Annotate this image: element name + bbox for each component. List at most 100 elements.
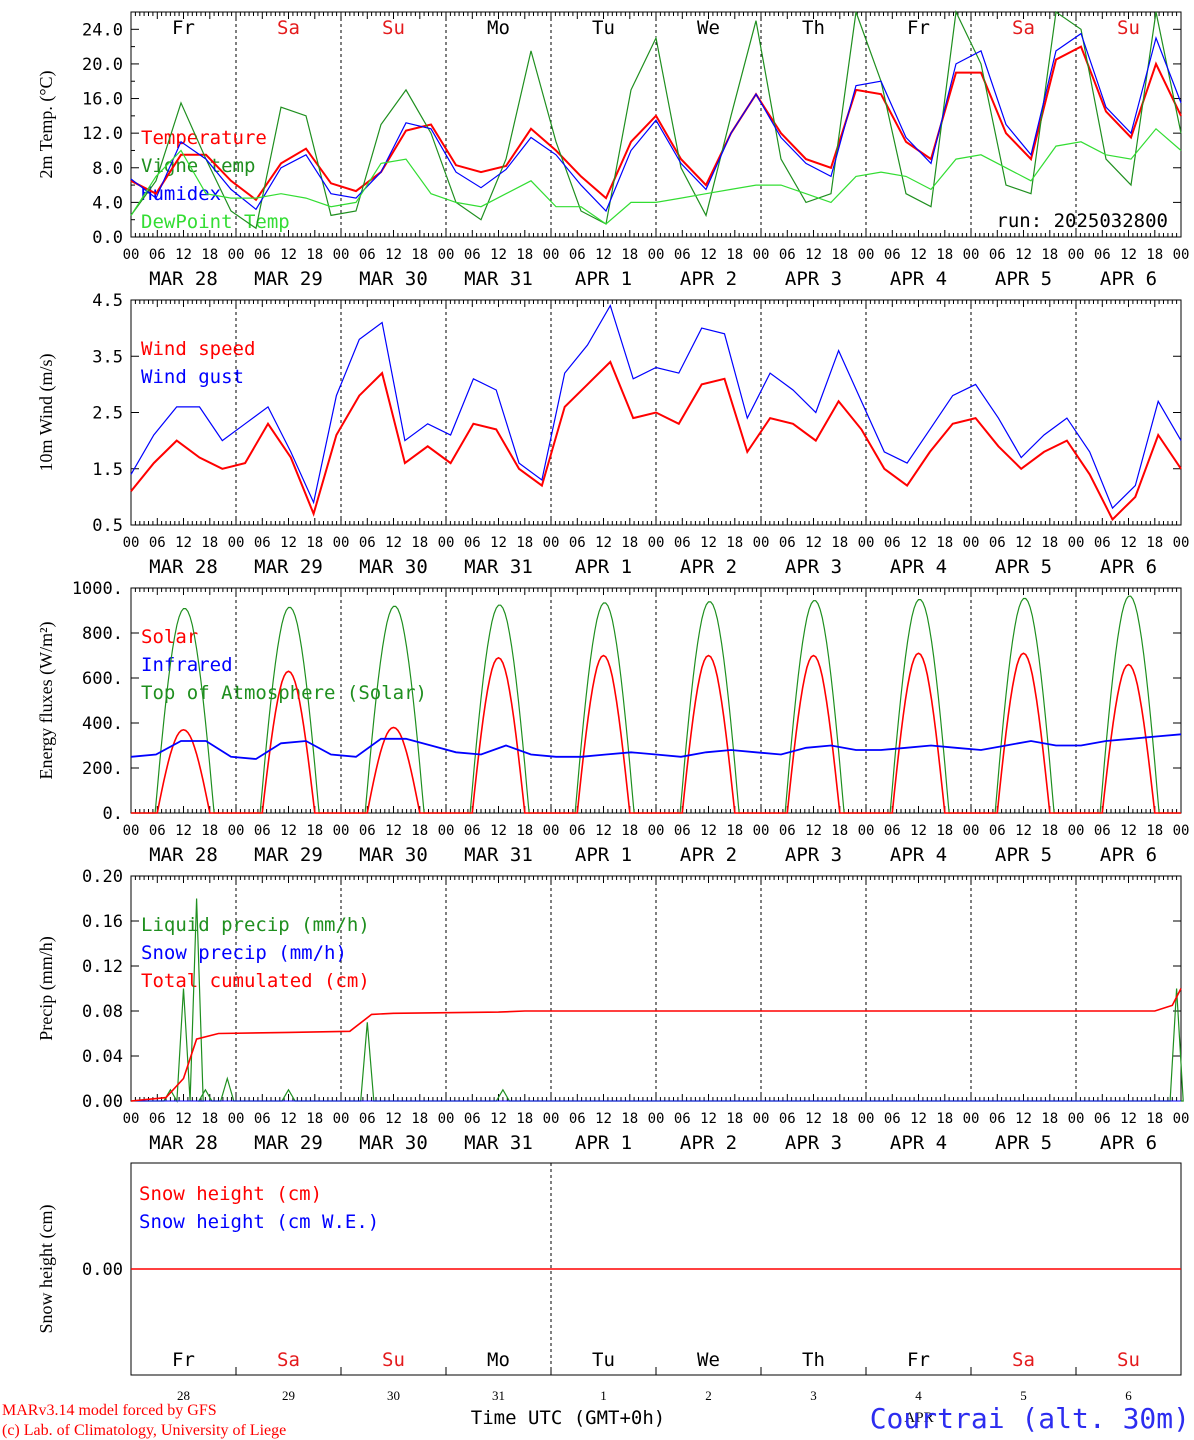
y-tick-label: 3.5 [92, 347, 123, 367]
hour-tick-label: 00 [963, 1111, 980, 1127]
hour-tick-label: 00 [858, 535, 875, 551]
y-tick-label: 0.00 [82, 1260, 123, 1280]
hour-tick-label: 12 [595, 535, 612, 551]
hour-tick-label: 18 [621, 535, 638, 551]
plot-frame [130, 11, 1182, 238]
y-tick-label: 0.04 [82, 1047, 123, 1067]
day-name-top: Fr [907, 17, 930, 39]
hour-tick-label: 18 [516, 535, 533, 551]
hour-tick-label: 12 [1015, 247, 1032, 263]
legend: Wind speed Wind gust [141, 338, 255, 388]
series-lines [130, 304, 1182, 522]
date-label: MAR 31 [464, 556, 533, 578]
hour-tick-label: 06 [569, 247, 586, 263]
date-label: APR 4 [890, 268, 947, 290]
y-tick-label: 200. [82, 759, 123, 779]
date-label: APR 1 [575, 844, 632, 866]
hour-tick-label: 00 [753, 535, 770, 551]
series-line [130, 304, 1182, 510]
hour-tick-label: 18 [936, 247, 953, 263]
hour-tick-label: 00 [123, 1111, 140, 1127]
date-label: MAR 31 [464, 1132, 533, 1154]
date-label: MAR 31 [464, 268, 533, 290]
hour-tick-label: 18 [831, 535, 848, 551]
hour-tick-label: 00 [1173, 1111, 1190, 1127]
hour-tick-label: 18 [201, 247, 218, 263]
series-lines [130, 898, 1184, 1104]
date-label: APR 5 [995, 268, 1052, 290]
hour-tick-label: 00 [858, 1111, 875, 1127]
hour-tick-label: 06 [884, 535, 901, 551]
date-label: APR 2 [680, 268, 737, 290]
y-axis-title: 10m Wind (m/s) [36, 354, 57, 472]
date-label: MAR 28 [149, 268, 218, 290]
hour-tick-label: 06 [1094, 535, 1111, 551]
hour-tick-label: 06 [674, 823, 691, 839]
hour-tick-label: 12 [490, 823, 507, 839]
hour-tick-label: 18 [1146, 823, 1163, 839]
hour-tick-label: 12 [490, 247, 507, 263]
hour-tick-label: 18 [411, 823, 428, 839]
hour-tick-label: 00 [543, 247, 560, 263]
date-label: APR 6 [1100, 844, 1157, 866]
hour-tick-label: 00 [753, 823, 770, 839]
y-tick-label: 0.08 [82, 1002, 123, 1022]
day-name-top: Tu [592, 17, 615, 39]
hour-tick-label: 06 [779, 535, 796, 551]
x-tick-marks [130, 876, 1182, 1101]
hour-tick-label: 12 [280, 823, 297, 839]
hour-tick-label: 06 [569, 1111, 586, 1127]
hour-tick-label: 06 [569, 823, 586, 839]
day-number: 30 [387, 1388, 400, 1403]
hour-tick-label: 00 [963, 823, 980, 839]
legend-entry: Snow precip (mm/h) [141, 942, 347, 964]
panel-4: 0.00 0.04 0.08 0.12 0.16 0.20 Precip (mm/h) 00 0… [36, 867, 1189, 1154]
hour-tick-label: 06 [359, 1111, 376, 1127]
series-lines [130, 595, 1182, 814]
x-axis-title: Time UTC (GMT+0h) [471, 1407, 665, 1429]
date-label: APR 3 [785, 268, 842, 290]
y-tick-label: 0.0 [92, 228, 123, 248]
legend-entry: DewPoint Temp [141, 211, 290, 233]
day-name-top: Su [1117, 17, 1140, 39]
legend-entry: Solar [141, 626, 198, 648]
legend-entry: Liquid precip (mm/h) [141, 914, 370, 936]
hour-tick-label: 12 [280, 535, 297, 551]
hour-tick-label: 12 [385, 823, 402, 839]
hour-tick-label: 12 [700, 247, 717, 263]
hour-tick-label: 00 [648, 1111, 665, 1127]
hour-tick-label: 12 [805, 247, 822, 263]
hour-tick-label: 12 [385, 535, 402, 551]
hour-tick-label: 06 [464, 247, 481, 263]
day-name-bottom: Sa [277, 1349, 300, 1371]
hour-tick-label: 06 [989, 535, 1006, 551]
x-tick-marks [130, 12, 1182, 237]
legend: Snow height (cm) Snow height (cm W.E.) [139, 1183, 379, 1233]
hour-tick-label: 00 [753, 1111, 770, 1127]
hour-tick-label: 12 [1120, 247, 1137, 263]
series-line [130, 733, 1182, 760]
hour-tick-label: 06 [464, 1111, 481, 1127]
date-label: APR 6 [1100, 556, 1157, 578]
hour-tick-label: 12 [1015, 535, 1032, 551]
legend-entry: Wind speed [141, 338, 255, 360]
hour-tick-label: 12 [595, 247, 612, 263]
day-name-bottom: Su [1117, 1349, 1140, 1371]
hour-tick-label: 06 [884, 1111, 901, 1127]
hour-tick-label: 18 [306, 823, 323, 839]
hour-tick-label: 06 [254, 823, 271, 839]
hour-tick-label: 18 [1041, 247, 1058, 263]
hour-tick-label: 06 [1094, 823, 1111, 839]
hour-tick-label: 00 [543, 1111, 560, 1127]
legend-entry: Temperature [141, 127, 267, 149]
legend-entry: Infrared [141, 654, 233, 676]
y-tick-label: 1.5 [92, 460, 123, 480]
hour-tick-label: 18 [621, 1111, 638, 1127]
hour-tick-label: 00 [333, 535, 350, 551]
day-name-top: Mo [487, 17, 510, 39]
hour-tick-label: 06 [149, 247, 166, 263]
y-tick-label: 20.0 [82, 55, 123, 75]
hour-tick-label: 18 [831, 247, 848, 263]
